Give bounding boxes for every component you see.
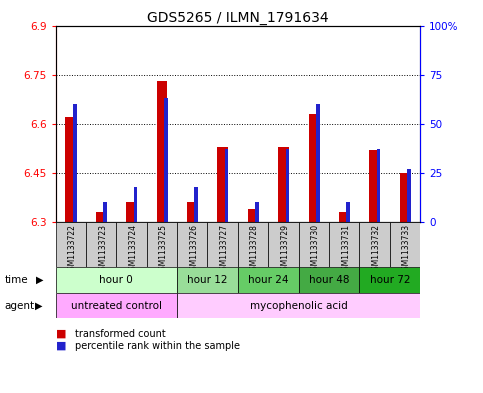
Bar: [400, 173, 411, 222]
Bar: [278, 147, 289, 222]
Bar: [73, 104, 76, 222]
Text: GSM1133729: GSM1133729: [281, 224, 289, 275]
Bar: [268, 222, 298, 267]
Text: hour 12: hour 12: [187, 275, 228, 285]
Text: GSM1133732: GSM1133732: [371, 224, 381, 275]
Bar: [177, 267, 238, 293]
Text: untreated control: untreated control: [71, 301, 162, 310]
Text: ■: ■: [56, 329, 66, 339]
Bar: [298, 222, 329, 267]
Bar: [195, 187, 198, 222]
Text: ▶: ▶: [36, 275, 44, 285]
Text: GSM1133725: GSM1133725: [159, 224, 168, 275]
Text: hour 72: hour 72: [369, 275, 410, 285]
Text: GSM1133722: GSM1133722: [68, 224, 77, 275]
Bar: [177, 293, 420, 318]
Text: hour 24: hour 24: [248, 275, 288, 285]
Bar: [316, 104, 320, 222]
Text: ■: ■: [56, 341, 66, 351]
Bar: [238, 267, 298, 293]
Bar: [248, 209, 258, 222]
Bar: [255, 202, 259, 222]
Text: GSM1133724: GSM1133724: [128, 224, 138, 275]
Bar: [329, 222, 359, 267]
Text: GSM1133727: GSM1133727: [220, 224, 229, 275]
Text: GSM1133733: GSM1133733: [402, 224, 411, 275]
Bar: [56, 293, 177, 318]
Text: hour 48: hour 48: [309, 275, 349, 285]
Bar: [96, 212, 106, 222]
Text: percentile rank within the sample: percentile rank within the sample: [75, 341, 240, 351]
Bar: [369, 150, 380, 222]
Text: agent: agent: [5, 301, 35, 310]
Bar: [134, 187, 137, 222]
Text: mycophenolic acid: mycophenolic acid: [250, 301, 348, 310]
Title: GDS5265 / ILMN_1791634: GDS5265 / ILMN_1791634: [147, 11, 329, 24]
Bar: [298, 267, 359, 293]
Text: GSM1133723: GSM1133723: [98, 224, 107, 275]
Bar: [285, 149, 289, 222]
Bar: [147, 222, 177, 267]
Bar: [116, 222, 147, 267]
Bar: [359, 267, 420, 293]
Bar: [208, 222, 238, 267]
Text: GSM1133731: GSM1133731: [341, 224, 350, 275]
Text: ▶: ▶: [35, 301, 43, 310]
Bar: [103, 202, 107, 222]
Bar: [377, 149, 381, 222]
Text: time: time: [5, 275, 28, 285]
Bar: [309, 114, 319, 222]
Bar: [86, 222, 116, 267]
Bar: [359, 222, 390, 267]
Bar: [177, 222, 208, 267]
Text: hour 0: hour 0: [99, 275, 133, 285]
Text: GSM1133728: GSM1133728: [250, 224, 259, 275]
Bar: [339, 212, 350, 222]
Bar: [126, 202, 137, 222]
Bar: [225, 149, 228, 222]
Bar: [56, 267, 177, 293]
Bar: [156, 81, 167, 222]
Bar: [164, 98, 168, 222]
Bar: [187, 202, 198, 222]
Bar: [65, 117, 76, 222]
Bar: [407, 169, 411, 222]
Bar: [56, 222, 86, 267]
Bar: [390, 222, 420, 267]
Bar: [238, 222, 268, 267]
Text: GSM1133730: GSM1133730: [311, 224, 320, 275]
Text: transformed count: transformed count: [75, 329, 166, 339]
Text: GSM1133726: GSM1133726: [189, 224, 199, 275]
Bar: [217, 147, 228, 222]
Bar: [346, 202, 350, 222]
